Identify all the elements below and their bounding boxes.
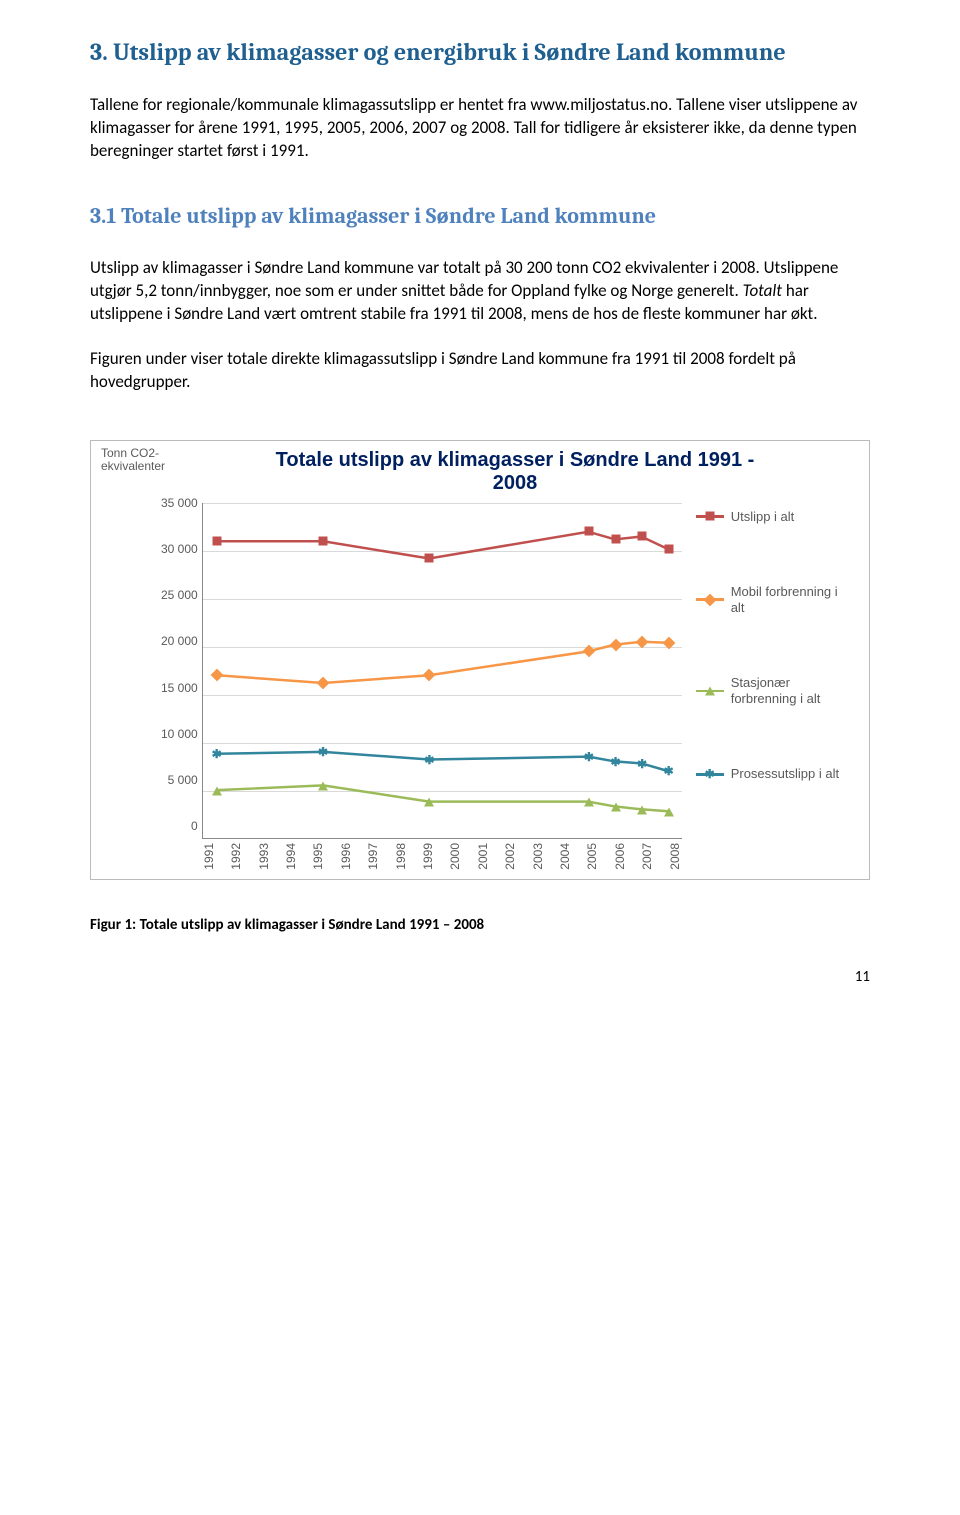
data-marker: ✱ [424, 756, 434, 764]
figure-caption: Figur 1: Totale utslipp av klimagasser i… [90, 916, 870, 934]
legend-item: Stasjonær forbrenning i alt [696, 675, 852, 706]
data-marker: ✱ [610, 758, 620, 766]
legend-label: Mobil forbrenning i alt [731, 584, 852, 615]
y-tick-label: 5 000 [161, 774, 198, 786]
y-tick-label: 35 000 [161, 497, 198, 509]
x-tick-label: 1999 [421, 843, 435, 870]
x-tick-label: 2001 [476, 843, 490, 870]
body-paragraph-1: Utslipp av klimagasser i Søndre Land kom… [90, 257, 870, 326]
x-tick-label: 2005 [585, 843, 599, 870]
legend-label: Prosessutslipp i alt [731, 766, 839, 782]
legend-label: Stasjonær forbrenning i alt [731, 675, 852, 706]
x-tick-label: 1998 [394, 843, 408, 870]
data-marker: ✱ [664, 767, 674, 775]
x-tick-label: 2006 [613, 843, 627, 870]
data-marker: ✱ [212, 750, 222, 758]
data-marker: ✱ [584, 753, 594, 761]
x-tick-label: 1994 [284, 843, 298, 870]
data-marker: ✱ [318, 748, 328, 756]
x-tick-label: 1993 [257, 843, 271, 870]
text-run: Utslipp av klimagasser i Søndre Land kom… [90, 257, 838, 301]
y-tick-label: 10 000 [161, 728, 198, 740]
y-tick-label: 25 000 [161, 589, 198, 601]
body-paragraph-2: Figuren under viser totale direkte klima… [90, 348, 870, 394]
x-tick-label: 1995 [311, 843, 325, 870]
chart-title: Totale utslipp av klimagasser i Søndre L… [161, 449, 869, 495]
x-tick-label: 2002 [503, 843, 517, 870]
section-heading: 3. Utslipp av klimagasser og energibruk … [90, 38, 870, 66]
legend-item: ✱Prosessutslipp i alt [696, 766, 852, 782]
y-tick-label: 15 000 [161, 682, 198, 694]
y-axis-label: Tonn CO2- ekvivalenter [101, 447, 161, 870]
data-marker: ✱ [637, 760, 647, 768]
y-tick-label: 0 [161, 820, 198, 832]
x-tick-label: 1991 [202, 843, 216, 870]
x-tick-label: 2007 [640, 843, 654, 870]
chart-legend: Utslipp i alt Mobil forbrenning i alt Stas… [682, 503, 852, 870]
x-tick-label: 2008 [668, 843, 682, 870]
legend-item: Utslipp i alt [696, 509, 852, 525]
chart-title-line2: 2008 [493, 472, 538, 494]
subsection-heading: 3.1 Totale utslipp av klimagasser i Sønd… [90, 203, 870, 229]
y-tick-label: 30 000 [161, 543, 198, 555]
x-tick-label: 1997 [366, 843, 380, 870]
chart-title-line1: Totale utslipp av klimagasser i Søndre L… [276, 449, 755, 471]
text-run-italic: Totalt [743, 280, 782, 301]
legend-label: Utslipp i alt [731, 509, 795, 525]
ylabel-line1: Tonn CO2- [101, 446, 159, 460]
x-tick-label: 2000 [448, 843, 462, 870]
x-axis-ticks: 1991 1992 1993 1994 1995 1996 1997 1998 1999 2000… [202, 839, 682, 870]
ylabel-line2: ekvivalenter [101, 459, 165, 473]
plot-area: ✱ ✱ ✱ ✱ ✱ ✱ ✱ [202, 503, 682, 839]
intro-paragraph: Tallene for regionale/kommunale klimagas… [90, 94, 870, 163]
x-tick-label: 2003 [531, 843, 545, 870]
x-tick-label: 1996 [339, 843, 353, 870]
x-tick-label: 2004 [558, 843, 572, 870]
page-number: 11 [90, 968, 870, 986]
legend-item: Mobil forbrenning i alt [696, 584, 852, 615]
y-axis-ticks: 35 000 30 000 25 000 20 000 15 000 10 000 5 00… [161, 497, 202, 833]
emissions-chart: Tonn CO2- ekvivalenter Totale utslipp av… [90, 440, 870, 881]
x-tick-label: 1992 [229, 843, 243, 870]
y-tick-label: 20 000 [161, 635, 198, 647]
